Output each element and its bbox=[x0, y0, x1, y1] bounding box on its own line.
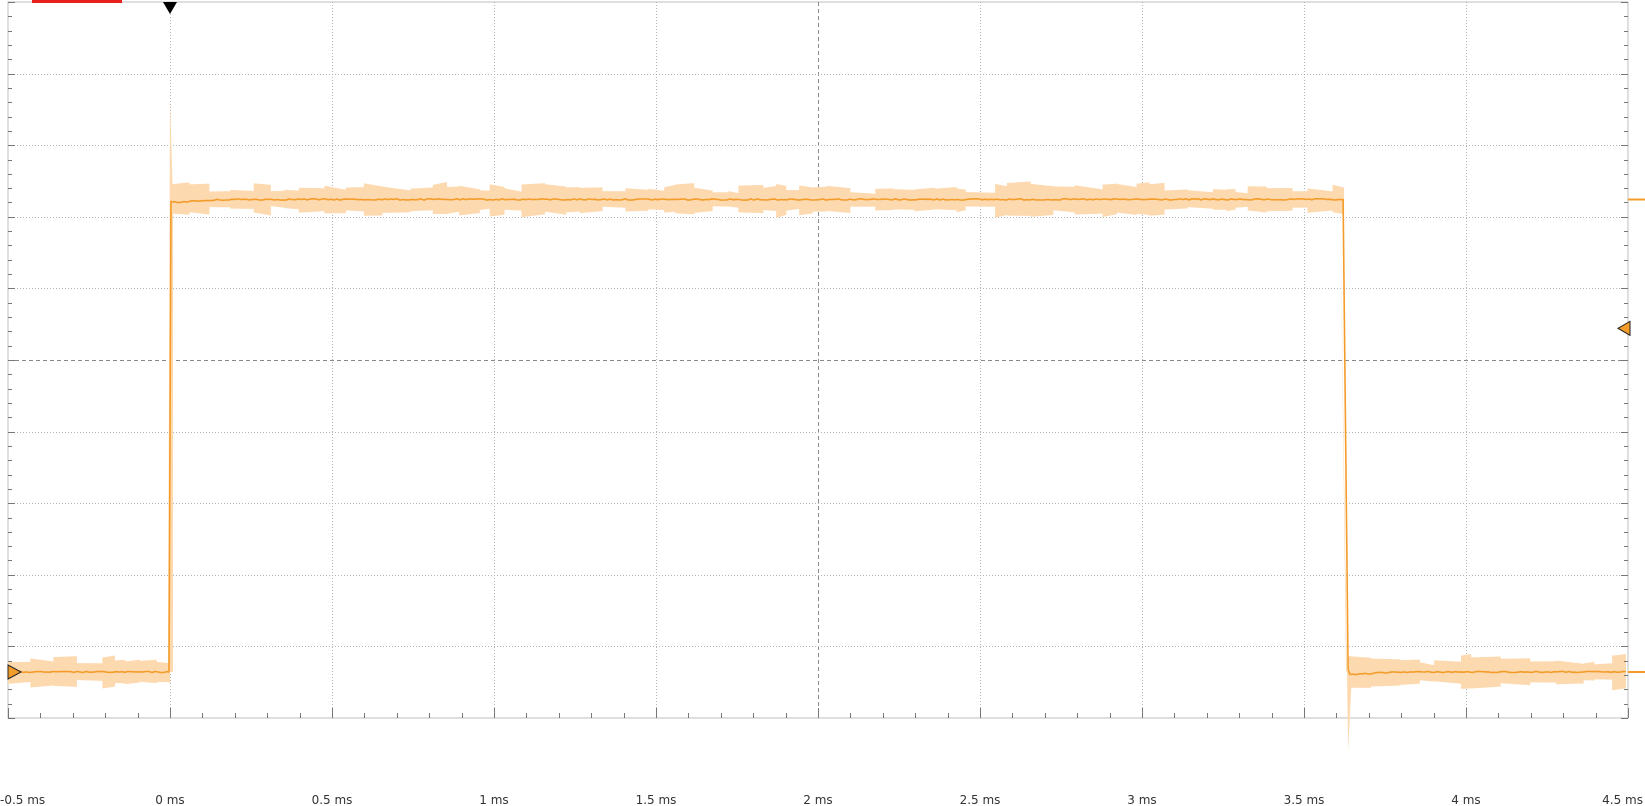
x-tick-label: 3.5 ms bbox=[1284, 793, 1325, 806]
trigger-position-marker bbox=[163, 2, 177, 14]
x-tick-label: 2 ms bbox=[803, 793, 832, 806]
x-tick-label: 2.5 ms bbox=[960, 793, 1001, 806]
x-tick-label: 0.5 ms bbox=[312, 793, 353, 806]
signal-line bbox=[7, 197, 1627, 676]
fall-undershoot-envelope bbox=[1340, 199, 1353, 751]
x-tick-label: 1 ms bbox=[479, 793, 508, 806]
x-tick-label: 4.5 ms bbox=[1602, 793, 1643, 806]
channel-ground-marker bbox=[7, 664, 23, 680]
timebase-indicator bbox=[32, 0, 122, 3]
x-tick-marks bbox=[8, 2, 1629, 719]
markers bbox=[7, 0, 1645, 680]
trigger-level-marker bbox=[1617, 320, 1631, 337]
x-tick-label: 0 ms bbox=[155, 793, 184, 806]
x-tick-label: 1.5 ms bbox=[636, 793, 677, 806]
signal-trace bbox=[7, 197, 1627, 676]
x-tick-labels: -0.5 ms 0 ms 0.5 ms 1 ms 1.5 ms 2 ms 2.5 ms 3 m… bbox=[0, 793, 1643, 806]
x-tick-label: 3 ms bbox=[1127, 793, 1156, 806]
x-tick-label: 4 ms bbox=[1451, 793, 1480, 806]
x-tick-label: -0.5 ms bbox=[0, 793, 45, 806]
